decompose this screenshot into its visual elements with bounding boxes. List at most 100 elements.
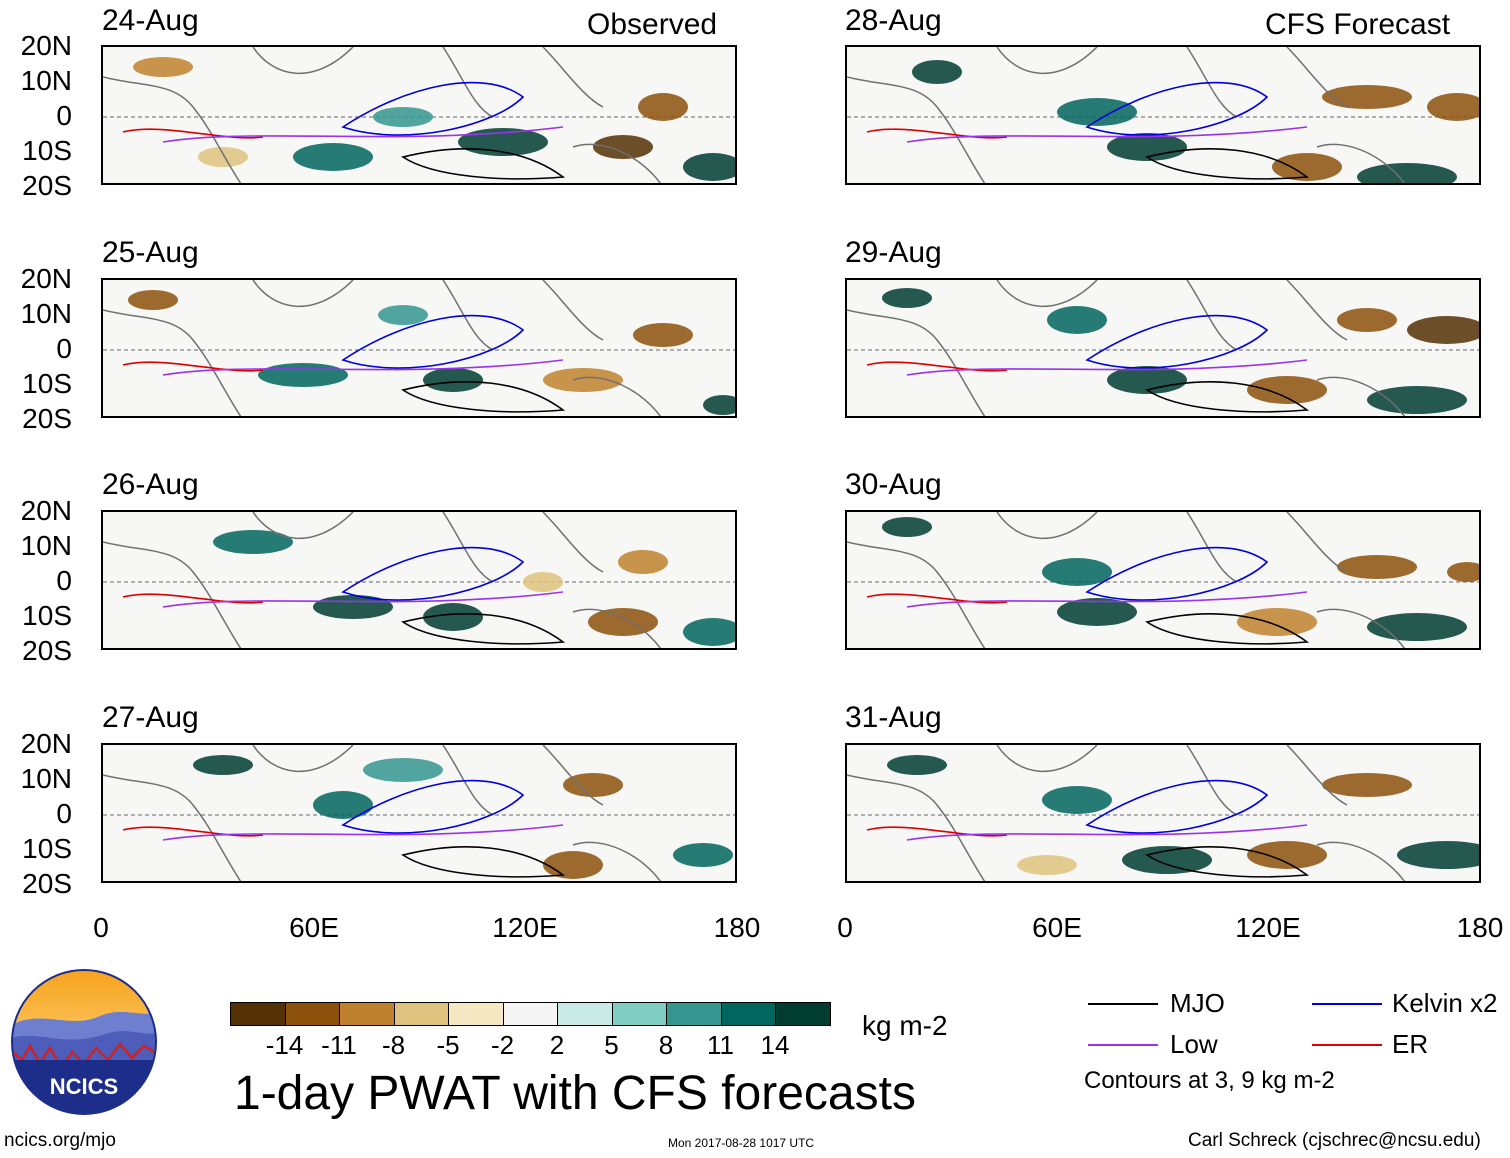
map-panel-observed-3 bbox=[101, 510, 737, 650]
colorbar-swatch bbox=[775, 1002, 831, 1026]
legend-swatch-mjo bbox=[1088, 1003, 1158, 1005]
lon-tick: 0 bbox=[837, 912, 853, 943]
pwat-anomaly-blob bbox=[703, 395, 735, 415]
contour-line bbox=[341, 314, 525, 369]
contour-line bbox=[122, 593, 264, 604]
pwat-anomaly-blob bbox=[1272, 153, 1342, 181]
map-panel-forecast-1 bbox=[845, 45, 1481, 185]
pwat-anomaly-blob bbox=[683, 153, 735, 181]
pwat-anomaly-blob bbox=[523, 572, 563, 592]
lat-tick: 0 bbox=[56, 100, 72, 131]
pwat-anomaly-blob bbox=[633, 323, 693, 347]
lat-tick: 20S bbox=[22, 868, 72, 899]
lat-tick: 20S bbox=[22, 170, 72, 201]
colorbar-label: 5 bbox=[604, 1030, 619, 1060]
pwat-anomaly-blob bbox=[887, 755, 947, 775]
legend-note: Contours at 3, 9 kg m-2 bbox=[1084, 1067, 1335, 1094]
pwat-anomaly-blob bbox=[1357, 163, 1457, 183]
colorbar-swatch bbox=[393, 1002, 449, 1026]
pwat-anomaly-blob bbox=[193, 755, 253, 775]
legend-label-mjo: MJO bbox=[1170, 988, 1225, 1018]
colorbar-label: -14 bbox=[265, 1030, 304, 1060]
colorbar-swatch bbox=[230, 1002, 286, 1026]
lon-tick: 60E bbox=[289, 912, 339, 943]
lat-tick: 10N bbox=[20, 530, 72, 561]
pwat-anomaly-blob bbox=[1122, 846, 1212, 874]
colorbar-label: 11 bbox=[707, 1030, 734, 1060]
lat-tick: 20S bbox=[22, 635, 72, 666]
pwat-anomaly-blob bbox=[593, 135, 653, 159]
map-panel-observed-4 bbox=[101, 743, 737, 883]
pwat-anomaly-blob bbox=[882, 517, 932, 537]
colorbar-swatch bbox=[720, 1002, 776, 1026]
pwat-anomaly-blob bbox=[1407, 316, 1479, 344]
lat-tick: 0 bbox=[56, 565, 72, 596]
pwat-anomaly-blob bbox=[1057, 598, 1137, 626]
lon-tick: 60E bbox=[1032, 912, 1082, 943]
contour-line bbox=[1085, 546, 1269, 601]
page-title: 1-day PWAT with CFS forecasts bbox=[234, 1067, 916, 1120]
observed-label: Observed bbox=[587, 8, 718, 41]
lon-tick: 0 bbox=[93, 912, 109, 943]
coastline bbox=[847, 745, 1405, 881]
contour-line bbox=[401, 381, 566, 413]
pwat-anomaly-blob bbox=[133, 57, 193, 77]
pwat-anomaly-blob bbox=[1057, 98, 1137, 126]
pwat-anomaly-blob bbox=[1237, 608, 1317, 636]
lat-tick: 10N bbox=[20, 65, 72, 96]
colorbar-label: -8 bbox=[381, 1030, 406, 1060]
contour-line bbox=[122, 361, 264, 372]
pwat-anomaly-blob bbox=[683, 618, 735, 646]
pwat-anomaly-blob bbox=[563, 773, 623, 797]
pwat-anomaly-blob bbox=[543, 851, 603, 879]
colorbar-unit: kg m-2 bbox=[862, 1010, 948, 1041]
pwat-anomaly-blob bbox=[618, 550, 668, 574]
legend-swatch-low bbox=[1088, 1044, 1158, 1046]
pwat-anomaly-blob bbox=[1247, 376, 1327, 404]
pwat-anomaly-blob bbox=[373, 107, 433, 127]
coastline bbox=[847, 280, 1405, 416]
legend-label-kelvin: Kelvin x2 bbox=[1392, 988, 1498, 1018]
pwat-anomaly-blob bbox=[258, 363, 348, 387]
contour-line bbox=[401, 613, 566, 645]
pwat-anomaly-blob bbox=[1322, 773, 1412, 797]
legend-swatch-kelvin bbox=[1312, 1003, 1382, 1005]
pwat-anomaly-blob bbox=[1367, 386, 1467, 414]
pwat-anomaly-blob bbox=[363, 758, 443, 782]
pwat-anomaly-blob bbox=[882, 288, 932, 308]
coastline bbox=[847, 512, 1405, 648]
colorbar-swatch bbox=[448, 1002, 504, 1026]
colorbar-swatch bbox=[284, 1002, 340, 1026]
contour-line bbox=[162, 359, 564, 376]
contour-line bbox=[906, 126, 1308, 143]
pwat-anomaly-blob bbox=[1397, 841, 1479, 869]
pwat-anomaly-blob bbox=[423, 603, 483, 631]
pwat-anomaly-blob bbox=[1427, 93, 1479, 121]
logo-text: NCICS bbox=[50, 1074, 118, 1099]
pwat-anomaly-blob bbox=[588, 608, 658, 636]
colorbar-swatch bbox=[666, 1002, 722, 1026]
map-panel-observed-2 bbox=[101, 278, 737, 418]
coastline bbox=[103, 512, 661, 648]
colorbar-label: -2 bbox=[490, 1030, 515, 1060]
pwat-anomaly-blob bbox=[1047, 306, 1107, 334]
contour-line bbox=[866, 826, 1008, 837]
pwat-anomaly-blob bbox=[293, 143, 373, 171]
contour-line bbox=[906, 824, 1308, 841]
lon-tick: 120E bbox=[492, 912, 558, 943]
pwat-anomaly-blob bbox=[912, 60, 962, 84]
legend-label-low: Low bbox=[1170, 1029, 1218, 1059]
contour-line bbox=[906, 591, 1308, 608]
contour-line bbox=[401, 846, 566, 878]
footer-website: ncics.org/mjo bbox=[4, 1130, 116, 1151]
map-panel-forecast-3 bbox=[845, 510, 1481, 650]
pwat-anomaly-blob bbox=[1107, 133, 1187, 161]
panel-date-7: 30-Aug bbox=[845, 468, 942, 501]
contour-line bbox=[866, 593, 1008, 604]
panel-date-1: 24-Aug bbox=[102, 4, 199, 37]
contour-line bbox=[1145, 381, 1310, 413]
lon-tick: 180 bbox=[713, 912, 761, 943]
colorbar-label: 2 bbox=[549, 1030, 565, 1060]
contour-line bbox=[162, 126, 564, 143]
pwat-anomaly-blob bbox=[313, 791, 373, 819]
